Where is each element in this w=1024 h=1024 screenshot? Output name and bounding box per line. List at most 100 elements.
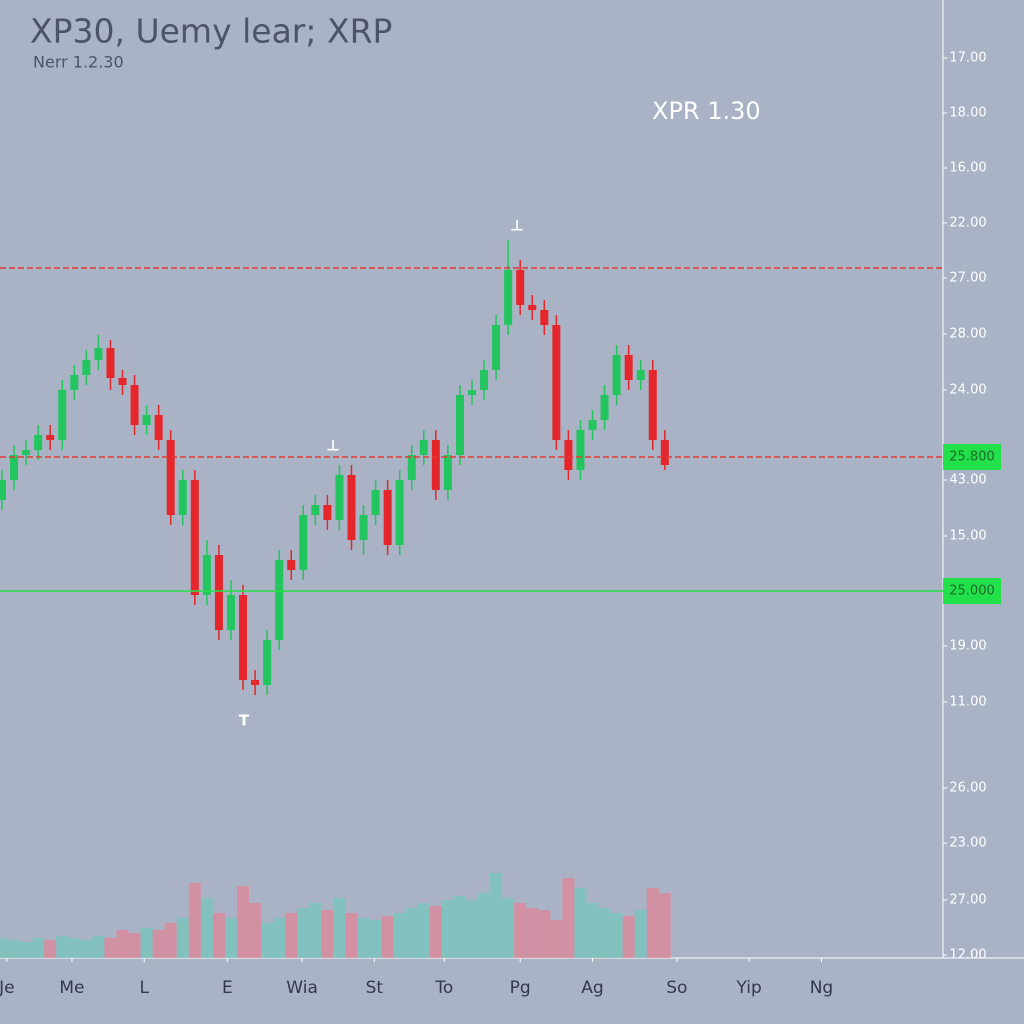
- y-tick-label: 27.00: [949, 893, 986, 908]
- x-tick-label: L: [139, 978, 149, 998]
- candle-body: [10, 455, 19, 480]
- y-tick-label: 24.00: [949, 383, 986, 398]
- candle-body: [70, 375, 79, 390]
- chart-title: XP30, Uemy lear; XRP: [30, 12, 392, 51]
- volume-bar: [321, 910, 334, 958]
- candle-body: [455, 395, 464, 455]
- candle-body: [263, 640, 272, 685]
- candle-body: [419, 440, 428, 455]
- candle-body: [130, 385, 139, 425]
- y-tick-label: 12.00: [949, 948, 986, 963]
- candle-body: [323, 505, 332, 520]
- volume-bar: [634, 910, 647, 958]
- candle-body: [58, 390, 67, 440]
- y-tick-label: 15.00: [949, 529, 986, 544]
- volume-bar: [176, 918, 189, 958]
- x-tick-label: Pg: [510, 978, 531, 998]
- volume-bar: [478, 893, 491, 958]
- volume-bar: [574, 888, 587, 958]
- y-tick-label: 16.00: [949, 161, 986, 176]
- volume-bar: [514, 903, 527, 958]
- x-tick-label: Me: [59, 978, 84, 998]
- candle-body: [214, 555, 223, 630]
- price-tag-label: 25.000: [949, 584, 995, 599]
- volume-bar: [261, 923, 274, 958]
- volume-bar: [200, 898, 213, 958]
- volume-bar: [224, 918, 237, 958]
- volume-bar: [164, 923, 177, 958]
- volume-bar: [273, 918, 286, 958]
- y-tick-label: 26.00: [949, 781, 986, 796]
- volume-bar: [417, 903, 430, 958]
- candle-body: [648, 370, 657, 440]
- candle-body: [239, 595, 248, 680]
- volume-bar: [646, 888, 659, 958]
- candle-body: [612, 355, 621, 395]
- extreme-marker: ⊥: [326, 437, 340, 455]
- candle-body: [504, 270, 513, 325]
- candle-body: [154, 415, 163, 440]
- candle-body: [118, 378, 127, 385]
- y-tick-label: 43.00: [949, 473, 986, 488]
- y-tick-label: 28.00: [949, 327, 986, 342]
- volume-bar: [92, 936, 105, 958]
- candle-body: [178, 480, 187, 515]
- volume-bar: [610, 913, 623, 958]
- candle-body: [443, 455, 452, 490]
- x-tick-label: Wia: [286, 978, 318, 998]
- volume-bar: [586, 903, 599, 958]
- price-tag-label: 25.800: [949, 450, 995, 465]
- volume-bar: [393, 913, 406, 958]
- candle-body: [636, 370, 645, 380]
- candle-body: [383, 490, 392, 545]
- candle-body: [624, 355, 633, 380]
- volume-bar: [56, 936, 69, 958]
- y-tick-label: 23.00: [949, 836, 986, 851]
- price-tag: [943, 444, 1001, 470]
- volume-bar: [550, 920, 563, 958]
- candle-body: [492, 325, 501, 370]
- volume-bar: [80, 940, 93, 958]
- volume-bar: [441, 900, 454, 958]
- candle-body: [0, 480, 6, 500]
- volume-bar: [104, 938, 117, 958]
- candle-body: [347, 475, 356, 540]
- x-tick-label: E: [222, 978, 233, 998]
- candle-body: [226, 595, 235, 630]
- candle-body: [94, 348, 103, 360]
- candle-body: [660, 440, 669, 465]
- volume-bar: [598, 908, 611, 958]
- candle-body: [299, 515, 308, 570]
- candle-body: [275, 560, 284, 640]
- volume-bar: [526, 908, 539, 958]
- chart-subtitle: Nerr 1.2.30: [33, 53, 124, 72]
- y-tick-label: 18.00: [949, 106, 986, 121]
- volume-bar: [285, 913, 298, 958]
- volume-bar: [345, 913, 358, 958]
- volume-bar: [490, 873, 503, 958]
- volume-bar: [152, 930, 165, 958]
- volume-bar: [188, 883, 201, 958]
- candle-body: [588, 420, 597, 430]
- volume-bar: [20, 942, 33, 958]
- candle-body: [287, 560, 296, 570]
- x-tick-label: Ag: [581, 978, 603, 998]
- volume-bar: [405, 908, 418, 958]
- candle-body: [166, 440, 175, 515]
- volume-bar: [466, 900, 478, 958]
- price-annotation: XPR 1.30: [652, 97, 761, 125]
- price-tag: [943, 578, 1001, 604]
- x-tick-label: To: [434, 978, 453, 998]
- y-tick-label: 11.00: [949, 695, 986, 710]
- candle-body: [407, 455, 416, 480]
- candle-body: [480, 370, 489, 390]
- volume-bar: [249, 903, 262, 958]
- candle-body: [22, 450, 31, 455]
- volume-bar: [309, 903, 322, 958]
- candle-body: [540, 310, 549, 325]
- candle-body: [311, 505, 320, 515]
- candle-body: [371, 490, 380, 515]
- x-tick-label: Yip: [736, 978, 762, 998]
